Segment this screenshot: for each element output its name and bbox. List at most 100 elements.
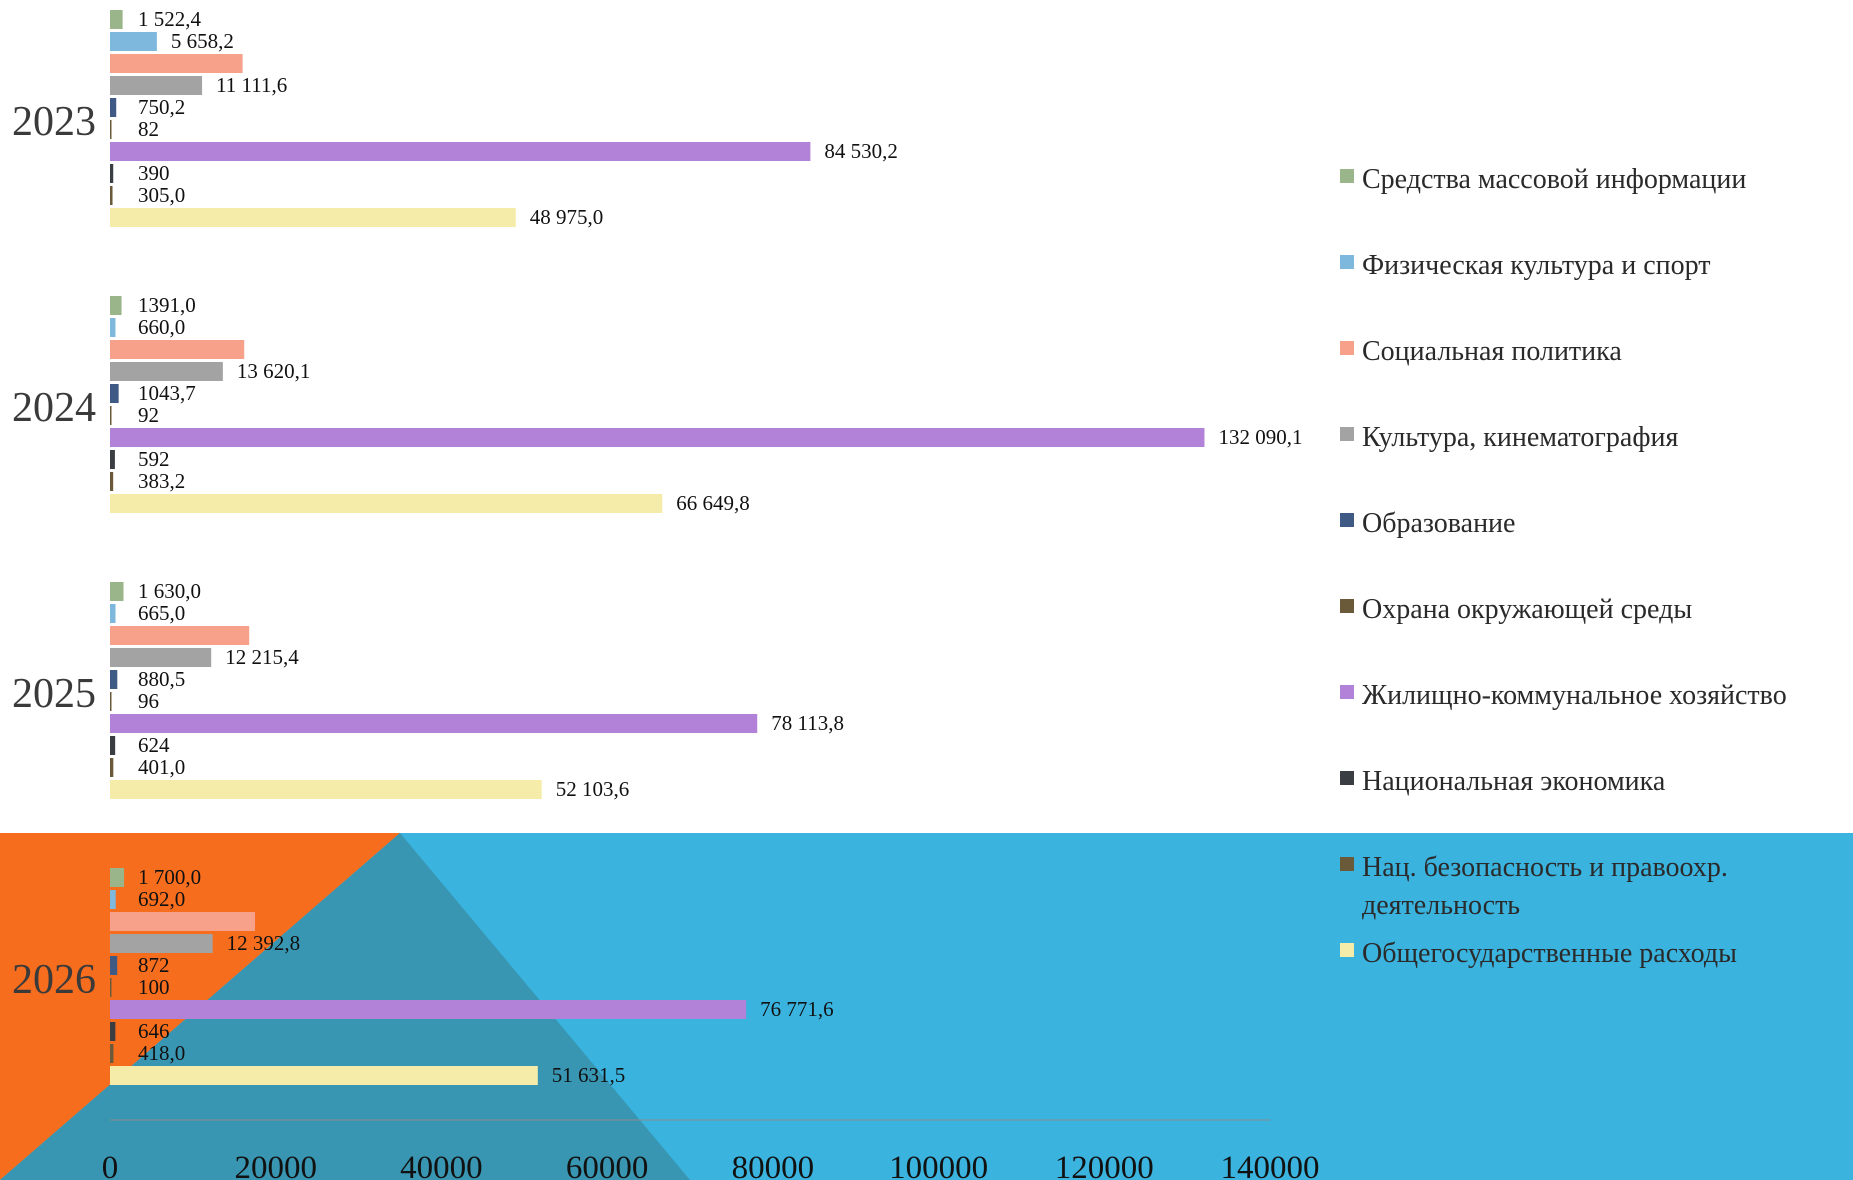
bar-2023-s3 [110,76,203,95]
x-tick-label-0: 0 [102,1150,119,1180]
legend-swatch-8 [1340,857,1354,871]
data-label-2026-s5: 100 [138,975,170,999]
bar-2026-s8 [110,1044,114,1063]
bar-2026-s9 [110,1066,538,1085]
legend-swatch-4 [1340,513,1354,527]
data-label-2026-s1: 692,0 [138,887,185,911]
data-label-2026-s7: 646 [138,1019,170,1043]
bar-2023-s7 [110,164,114,183]
legend-label-7: Национальная экономика [1362,766,1666,797]
data-label-2026-s4: 872 [138,953,170,977]
data-label-2024-s7: 592 [138,447,170,471]
data-label-2025-s8: 401,0 [138,755,185,779]
bar-2025-s4 [110,670,118,689]
data-label-2025-s4: 880,5 [138,667,185,691]
bar-2024-s7 [110,450,115,469]
legend-swatch-3 [1340,427,1354,441]
bar-2026-s5 [110,978,112,997]
x-tick-label-60000: 60000 [566,1150,649,1180]
legend-swatch-0 [1340,169,1354,183]
bar-2023-s6 [110,142,811,161]
legend-label-8: Нац. безопасность и правоохр. [1362,852,1728,883]
bar-2024-s1 [110,318,116,337]
data-label-2023-s4: 750,2 [138,95,185,119]
bar-2026-s4 [110,956,118,975]
data-label-2023-s6: 84 530,2 [824,139,898,163]
x-tick-label-80000: 80000 [732,1150,815,1180]
bar-2025-s3 [110,648,212,667]
bar-2025-s0 [110,582,124,601]
bar-2023-s4 [110,98,117,117]
legend-label-9: Общегосударственные расходы [1362,938,1737,969]
x-tick-label-140000: 140000 [1221,1150,1320,1180]
data-label-2025-s7: 624 [138,733,170,757]
data-label-2023-s8: 305,0 [138,183,185,207]
bar-2025-s1 [110,604,116,623]
bar-2026-s3 [110,934,213,953]
data-label-2024-s4: 1043,7 [138,381,196,405]
bar-2023-s5 [110,120,112,139]
bar-2024-s2 [110,340,245,359]
bar-2023-s2 [110,54,243,73]
legend-swatch-7 [1340,771,1354,785]
legend-label-3: Культура, кинематография [1362,422,1678,453]
legend-swatch-9 [1340,943,1354,957]
data-label-2024-s0: 1391,0 [138,293,196,317]
data-label-2026-s9: 51 631,5 [552,1063,626,1087]
data-label-2023-s5: 82 [138,117,159,141]
legend-label-5: Охрана окружающей среды [1362,594,1692,625]
x-tick-label-40000: 40000 [400,1150,483,1180]
x-tick-label-100000: 100000 [889,1150,988,1180]
bar-2024-s3 [110,362,223,381]
category-label-2026: 2026 [12,957,96,1003]
bar-2024-s5 [110,406,112,425]
legend-label-0: Средства массовой информации [1362,164,1746,195]
bar-2024-s0 [110,296,122,315]
bar-2025-s7 [110,736,116,755]
data-label-2023-s1: 5 658,2 [171,29,234,53]
data-label-2025-s0: 1 630,0 [138,579,201,603]
legend-label-6: Жилищно-коммунальное хозяйство [1362,680,1787,711]
data-labels: 1 522,45 658,2 11 111,6 750,282 84 530,2 390… [138,7,1302,1087]
legend-swatch-5 [1340,599,1354,613]
data-label-2025-s5: 96 [138,689,159,713]
data-label-2023-s0: 1 522,4 [138,7,202,31]
x-tick-label-20000: 20000 [234,1150,317,1180]
data-label-2025-s3: 12 215,4 [225,645,299,669]
bar-2025-s2 [110,626,250,645]
bar-2023-s9 [110,208,516,227]
legend-label-1: Физическая культура и спорт [1362,250,1710,281]
legend-swatch-6 [1340,685,1354,699]
data-label-2024-s8: 383,2 [138,469,185,493]
bar-2023-s1 [110,32,157,51]
bar-2026-s1 [110,890,116,909]
legend: Средства массовой информации Физическая к… [1340,164,1787,969]
data-label-2025-s9: 52 103,6 [556,777,630,801]
x-tick-label-120000: 120000 [1055,1150,1154,1180]
category-label-2025: 2025 [12,671,96,717]
bar-2024-s9 [110,494,663,513]
bar-2023-s0 [110,10,123,29]
data-label-2023-s7: 390 [138,161,170,185]
legend-label-2: Социальная политика [1362,336,1622,367]
data-label-2024-s1: 660,0 [138,315,185,339]
legend-label-4: Образование [1362,508,1515,539]
legend-label-8-line1: деятельность [1362,890,1520,921]
bar-2026-s6 [110,1000,747,1019]
data-label-2026-s0: 1 700,0 [138,865,201,889]
data-label-2024-s6: 132 090,1 [1218,425,1302,449]
data-label-2023-s9: 48 975,0 [530,205,604,229]
legend-swatch-2 [1340,341,1354,355]
bar-2025-s8 [110,758,114,777]
bar-2024-s4 [110,384,119,403]
x-axis-ticks: 0 20000 40000 60000 80000 100000 120000 140000 [102,1150,1320,1180]
data-label-2025-s6: 78 113,8 [771,711,844,735]
data-label-2026-s8: 418,0 [138,1041,185,1065]
bar-2024-s6 [110,428,1205,447]
category-label-2024: 2024 [12,385,96,431]
bars [110,10,1205,1085]
data-label-2025-s1: 665,0 [138,601,185,625]
bar-2023-s8 [110,186,113,205]
data-label-2024-s3: 13 620,1 [237,359,311,383]
